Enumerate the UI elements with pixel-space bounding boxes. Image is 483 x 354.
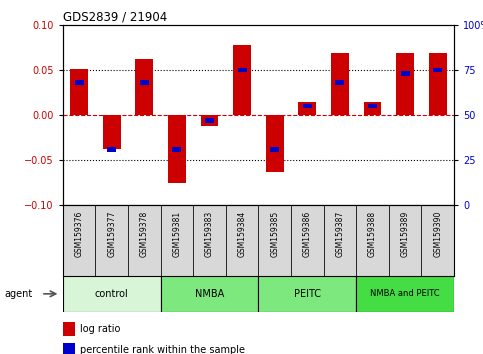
Bar [205, 118, 214, 123]
Bar [96, 205, 128, 276]
Bar [356, 205, 389, 276]
Bar [238, 68, 247, 72]
Bar [63, 205, 96, 276]
Text: GSM159383: GSM159383 [205, 211, 214, 257]
Bar [168, 115, 186, 183]
Bar [389, 205, 421, 276]
Text: agent: agent [5, 289, 33, 299]
Bar [135, 59, 153, 115]
Bar [270, 147, 279, 152]
Bar [429, 53, 447, 115]
Bar [303, 104, 312, 108]
Bar [368, 104, 377, 108]
Bar [258, 276, 356, 312]
Bar [331, 53, 349, 115]
Text: GSM159376: GSM159376 [74, 211, 84, 257]
Bar [396, 53, 414, 115]
Text: log ratio: log ratio [80, 324, 120, 334]
Text: GSM159386: GSM159386 [303, 211, 312, 257]
Text: percentile rank within the sample: percentile rank within the sample [80, 346, 245, 354]
Text: GSM159385: GSM159385 [270, 211, 279, 257]
Bar [70, 69, 88, 115]
Bar [421, 205, 454, 276]
Bar [63, 276, 161, 312]
Bar [324, 205, 356, 276]
Text: GSM159384: GSM159384 [238, 211, 247, 257]
Bar [172, 147, 182, 152]
Bar [233, 45, 251, 115]
Bar [140, 80, 149, 85]
Bar [200, 115, 218, 126]
Text: GSM159377: GSM159377 [107, 211, 116, 257]
Bar [160, 205, 193, 276]
Text: GSM159381: GSM159381 [172, 211, 182, 257]
Bar [226, 205, 258, 276]
Text: GSM159390: GSM159390 [433, 211, 442, 257]
Bar [291, 205, 324, 276]
Bar [433, 68, 442, 72]
Bar [103, 115, 121, 149]
Text: GSM159378: GSM159378 [140, 211, 149, 257]
Bar [298, 102, 316, 115]
Bar [335, 80, 344, 85]
Bar [266, 115, 284, 172]
Text: NMBA and PEITC: NMBA and PEITC [370, 289, 440, 298]
Text: GSM159388: GSM159388 [368, 211, 377, 257]
Bar [193, 205, 226, 276]
Bar [400, 71, 410, 76]
Bar [160, 276, 258, 312]
Text: GSM159387: GSM159387 [335, 211, 344, 257]
Bar [258, 205, 291, 276]
Text: PEITC: PEITC [294, 289, 321, 299]
Bar [364, 102, 382, 115]
Bar [356, 276, 454, 312]
Text: control: control [95, 289, 128, 299]
Text: GDS2839 / 21904: GDS2839 / 21904 [63, 11, 167, 24]
Text: GSM159389: GSM159389 [400, 211, 410, 257]
Bar [74, 80, 84, 85]
Text: NMBA: NMBA [195, 289, 224, 299]
Bar [107, 147, 116, 152]
Bar [128, 205, 160, 276]
